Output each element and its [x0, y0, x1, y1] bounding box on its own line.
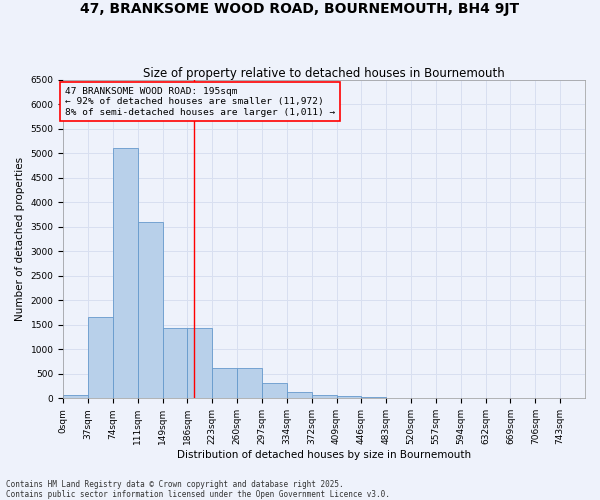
Bar [312, 394, 337, 398]
Text: Contains HM Land Registry data © Crown copyright and database right 2025.
Contai: Contains HM Land Registry data © Crown c… [6, 480, 390, 499]
Bar [163, 328, 187, 398]
Text: 47 BRANKSOME WOOD ROAD: 195sqm
← 92% of detached houses are smaller (11,972)
8% : 47 BRANKSOME WOOD ROAD: 195sqm ← 92% of … [65, 87, 335, 117]
Bar [138, 222, 163, 398]
Y-axis label: Number of detached properties: Number of detached properties [15, 157, 25, 321]
Text: 47, BRANKSOME WOOD ROAD, BOURNEMOUTH, BH4 9JT: 47, BRANKSOME WOOD ROAD, BOURNEMOUTH, BH… [80, 2, 520, 16]
Bar [88, 318, 113, 398]
X-axis label: Distribution of detached houses by size in Bournemouth: Distribution of detached houses by size … [177, 450, 471, 460]
Bar [212, 368, 237, 398]
Bar [287, 392, 312, 398]
Bar [337, 396, 361, 398]
Bar [237, 368, 262, 398]
Bar [187, 328, 212, 398]
Bar [113, 148, 138, 399]
Bar [262, 383, 287, 398]
Bar [361, 397, 386, 398]
Title: Size of property relative to detached houses in Bournemouth: Size of property relative to detached ho… [143, 66, 505, 80]
Bar [63, 395, 88, 398]
